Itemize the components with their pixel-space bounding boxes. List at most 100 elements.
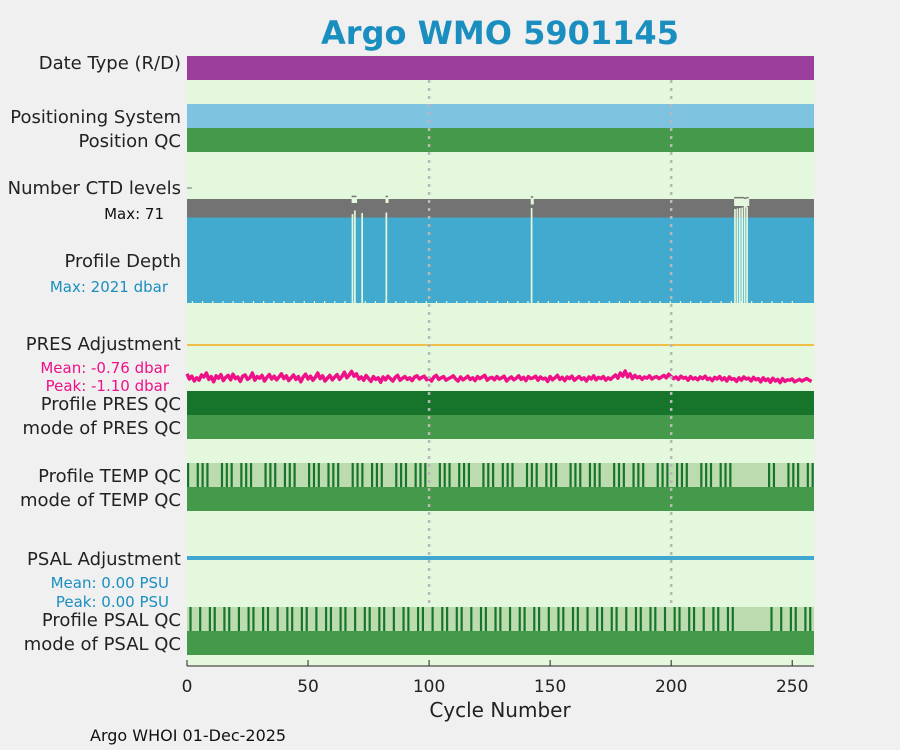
temp-qc-mark: [632, 463, 635, 487]
temp-qc-mark: [327, 463, 330, 487]
temp-qc-mark: [656, 463, 659, 487]
temp-qc-mark: [680, 463, 684, 487]
temp-qc-mark: [293, 463, 296, 487]
depth-gap-mark: [385, 301, 387, 303]
psal-qc-mark: [276, 607, 279, 631]
temp-qc-mark: [274, 463, 277, 487]
depth-gap-mark: [751, 301, 753, 303]
temp-qc-mark: [201, 463, 204, 487]
depth-gap-mark: [700, 301, 702, 303]
temp-qc-mark: [458, 463, 461, 487]
depth-gap-mark: [608, 301, 610, 303]
psal-qc-mark: [407, 607, 410, 631]
depth-spike-mark: [746, 207, 748, 303]
depth-spike-mark: [736, 208, 739, 303]
temp-qc-mark: [245, 463, 248, 487]
psal-qc-mark: [455, 607, 458, 631]
track-label-profile-depth: Profile Depth: [64, 251, 181, 272]
psal-qc-mark: [586, 607, 589, 631]
psal-qc-mark: [625, 607, 628, 631]
temp-qc-mark: [806, 463, 809, 487]
psal-qc-mark: [416, 607, 420, 631]
depth-gap-mark: [344, 301, 346, 303]
temp-qc-mark: [482, 463, 485, 487]
temp-qc-mark: [768, 463, 771, 487]
depth-max-annotation: Max: 2021 dbar: [50, 278, 169, 296]
psal-qc-mark: [533, 607, 536, 631]
track-label-positioning-system: Positioning System: [10, 107, 181, 128]
depth-gap-mark: [740, 301, 743, 303]
depth-gap-mark: [283, 301, 285, 303]
depth-gap-mark: [679, 301, 682, 303]
depth-gap-mark: [598, 301, 600, 303]
tracks-layer: [185, 56, 814, 655]
ctd-dip-tick: [354, 195, 357, 198]
pres-peak-annotation: Peak: -1.10 dbar: [46, 377, 170, 395]
temp-qc-mark: [220, 463, 224, 487]
ctd-dip-tick: [351, 195, 355, 198]
ctd-dip-mark: [354, 199, 358, 203]
psal-qc-mark: [780, 607, 783, 631]
depth-gap-mark: [263, 301, 265, 303]
depth-spike-mark: [530, 208, 533, 303]
psal-qc-mark: [479, 607, 483, 631]
temp-qc-mark: [569, 463, 572, 487]
ctd-dip-tick: [738, 196, 742, 199]
temp-qc-mark: [685, 463, 688, 487]
psal-qc-mark: [228, 607, 231, 631]
depth-gap-mark: [191, 301, 194, 303]
psal-qc-mark: [654, 607, 657, 631]
ctd-dip-mark: [734, 199, 738, 206]
temp-qc-mark: [724, 463, 727, 487]
ctd-dip-mark: [738, 199, 742, 206]
temp-qc-mark: [249, 463, 253, 487]
depth-gap-mark: [395, 301, 397, 303]
temp-qc-mark: [501, 463, 504, 487]
temp-qc-mark: [269, 463, 272, 487]
depth-spike-mark: [361, 213, 363, 303]
depth-gap-mark: [568, 301, 570, 303]
psal-qc-mark: [460, 607, 463, 631]
depth-gap-mark: [232, 301, 234, 303]
track-label-position-qc: Position QC: [78, 131, 181, 152]
temp-qc-mark: [337, 463, 340, 487]
pres-mean-annotation: Mean: -0.76 dbar: [40, 359, 170, 377]
depth-gap-mark: [791, 301, 793, 303]
temp-qc-mark: [414, 463, 417, 487]
track-label-profile-psal-qc: Profile PSAL QC: [42, 610, 181, 631]
psal-qc-mark: [663, 607, 667, 631]
psal-qc-mark: [770, 607, 773, 631]
depth-gap-mark: [781, 301, 783, 303]
temp-qc-mark: [506, 463, 509, 487]
psal-qc-mark: [610, 607, 613, 631]
psal-peak-annotation: Peak: 0.00 PSU: [56, 593, 169, 611]
temp-qc-mark: [579, 463, 582, 487]
psal-qc-mark: [523, 607, 526, 631]
temp-qc-mark: [811, 463, 814, 487]
depth-gap-mark: [659, 301, 661, 303]
temp-qc-mark: [443, 463, 446, 487]
temp-qc-mark: [574, 463, 577, 487]
psal-qc-mark: [518, 607, 521, 631]
psal-qc-mark: [286, 607, 289, 631]
ctd-dip-tick: [734, 196, 737, 199]
track-labels-layer: Date Type (R/D) Positioning System Positio…: [8, 53, 181, 655]
psal-qc-mark: [402, 607, 405, 631]
psal-qc-mark: [547, 607, 550, 631]
psal-qc-mark: [344, 607, 347, 631]
psal-qc-mark: [809, 607, 812, 631]
psal-mean-annotation: Mean: 0.00 PSU: [51, 574, 169, 592]
temp-qc-mark: [240, 463, 243, 487]
x-tick-label: 0: [182, 677, 193, 697]
depth-gap-mark: [496, 301, 499, 303]
psal-qc-mark: [470, 607, 473, 631]
temp-qc-mark: [792, 463, 795, 487]
temp-qc-mark: [642, 463, 645, 487]
psal-qc-mark: [300, 607, 303, 631]
temp-qc-mark: [370, 463, 374, 487]
temp-qc-mark: [312, 463, 316, 487]
temp-qc-mark: [666, 463, 669, 487]
ctd-dip-mark: [385, 199, 389, 203]
depth-gap-mark: [527, 301, 529, 303]
